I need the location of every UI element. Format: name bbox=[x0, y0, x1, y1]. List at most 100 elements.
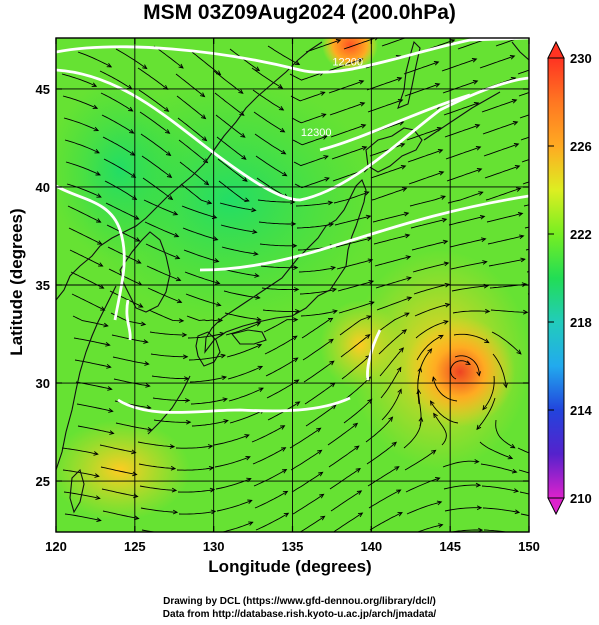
x-tick-label: 145 bbox=[439, 539, 461, 554]
streamline-arrow bbox=[438, 523, 444, 528]
streamline bbox=[151, 375, 189, 380]
streamline-arrow bbox=[100, 306, 106, 311]
contour-labels: 12200 12300 bbox=[301, 56, 363, 139]
streamline-arrow bbox=[135, 237, 141, 242]
streamline-arrow bbox=[175, 276, 182, 282]
streamline bbox=[332, 512, 363, 532]
streamline-arrow bbox=[172, 210, 179, 216]
streamline bbox=[376, 297, 412, 311]
streamline-arrow bbox=[216, 302, 222, 307]
streamline bbox=[229, 409, 265, 424]
streamline-arrow bbox=[93, 451, 99, 456]
streamline bbox=[518, 469, 529, 474]
streamline-arrow bbox=[368, 280, 375, 285]
streamline-arrow bbox=[513, 488, 520, 493]
streamline-arrow bbox=[514, 509, 521, 515]
coastline-kuril bbox=[423, 91, 501, 141]
streamline-arrow bbox=[171, 487, 178, 493]
streamline bbox=[228, 387, 264, 402]
streamline bbox=[381, 38, 407, 47]
streamline-arrow bbox=[436, 500, 443, 506]
colorbar-tick-label: 222 bbox=[570, 227, 592, 242]
streamline-arrow bbox=[442, 239, 449, 245]
streamline bbox=[221, 246, 258, 255]
streamline-arrow bbox=[405, 255, 412, 260]
streamline-arrow bbox=[482, 405, 488, 411]
streamline-arrow bbox=[183, 354, 189, 360]
coastline-sakhalin bbox=[397, 40, 421, 109]
streamline bbox=[403, 417, 422, 449]
colorbar-max-arrow bbox=[547, 40, 565, 59]
streamline-arrow bbox=[476, 371, 482, 377]
streamline-arrow bbox=[355, 468, 361, 473]
streamline-arrow bbox=[204, 180, 210, 186]
streamline bbox=[180, 533, 216, 536]
streamline bbox=[74, 359, 111, 368]
streamline-arrow bbox=[526, 34, 531, 38]
map-title: MSM 03Z09Aug2024 (200.0hPa) bbox=[143, 1, 456, 24]
streamline-arrow bbox=[437, 149, 444, 154]
streamline-arrow bbox=[443, 261, 450, 267]
streamline-arrow bbox=[97, 540, 101, 544]
streamline bbox=[213, 434, 250, 446]
streamline bbox=[138, 463, 176, 470]
streamline bbox=[140, 133, 171, 156]
streamline bbox=[289, 427, 321, 449]
contour-line-north bbox=[56, 38, 529, 74]
streamline bbox=[329, 468, 361, 490]
colorbar-min-arrow bbox=[547, 497, 565, 516]
streamline-arrow bbox=[365, 214, 372, 220]
streamline-arrow bbox=[474, 124, 481, 129]
streamline-arrow bbox=[95, 495, 101, 500]
streamline-arrow bbox=[478, 191, 484, 196]
coastline-honshu bbox=[204, 179, 367, 354]
streamline-arrow bbox=[254, 273, 260, 278]
streamline bbox=[177, 489, 215, 493]
streamline-arrow bbox=[328, 338, 334, 344]
streamline bbox=[447, 191, 483, 204]
colorbar-scale bbox=[547, 57, 565, 499]
field-warm-north bbox=[322, 38, 378, 71]
streamline bbox=[331, 146, 367, 160]
streamline bbox=[64, 139, 100, 154]
streamline bbox=[63, 117, 99, 132]
streamline bbox=[448, 215, 485, 226]
streamline bbox=[146, 265, 181, 281]
streamline bbox=[521, 159, 529, 163]
streamline-arrow bbox=[292, 335, 298, 341]
coastline-shikoku bbox=[231, 329, 267, 345]
streamline bbox=[366, 441, 397, 465]
streamline bbox=[291, 471, 323, 493]
streamline-arrow bbox=[207, 444, 214, 449]
streamline-arrow bbox=[173, 232, 180, 238]
streamline-arrow bbox=[320, 91, 326, 96]
streamline bbox=[100, 466, 137, 476]
streamline bbox=[368, 489, 401, 509]
streamline bbox=[377, 312, 410, 333]
streamline-arrow bbox=[317, 449, 323, 455]
streamline-arrow bbox=[129, 128, 135, 134]
credit-drawing: Drawing by DCL (https://www.gfd-dennou.o… bbox=[163, 596, 436, 607]
streamline bbox=[101, 488, 138, 498]
y-axis: 25 30 35 40 45 bbox=[36, 82, 529, 489]
streamline-arrow bbox=[406, 296, 413, 302]
streamline bbox=[452, 310, 490, 314]
streamline-arrow bbox=[294, 287, 300, 292]
streamline-arrow bbox=[323, 155, 329, 160]
streamline-arrow bbox=[319, 493, 325, 499]
streamline-arrow bbox=[476, 168, 483, 173]
streamline bbox=[342, 376, 371, 402]
streamline bbox=[263, 319, 298, 333]
streamline bbox=[406, 127, 442, 141]
streamline-arrow bbox=[366, 315, 372, 320]
streamline-arrow bbox=[465, 360, 471, 365]
streamline-arrow bbox=[433, 412, 438, 419]
streamline bbox=[218, 180, 249, 202]
streamline-arrow bbox=[94, 149, 100, 154]
streamline-arrow bbox=[244, 197, 250, 202]
streamline-arrow bbox=[443, 320, 449, 325]
streamline bbox=[302, 339, 334, 361]
streamline bbox=[252, 447, 286, 465]
streamline-arrow bbox=[98, 262, 104, 267]
streamline-arrow bbox=[406, 276, 412, 281]
